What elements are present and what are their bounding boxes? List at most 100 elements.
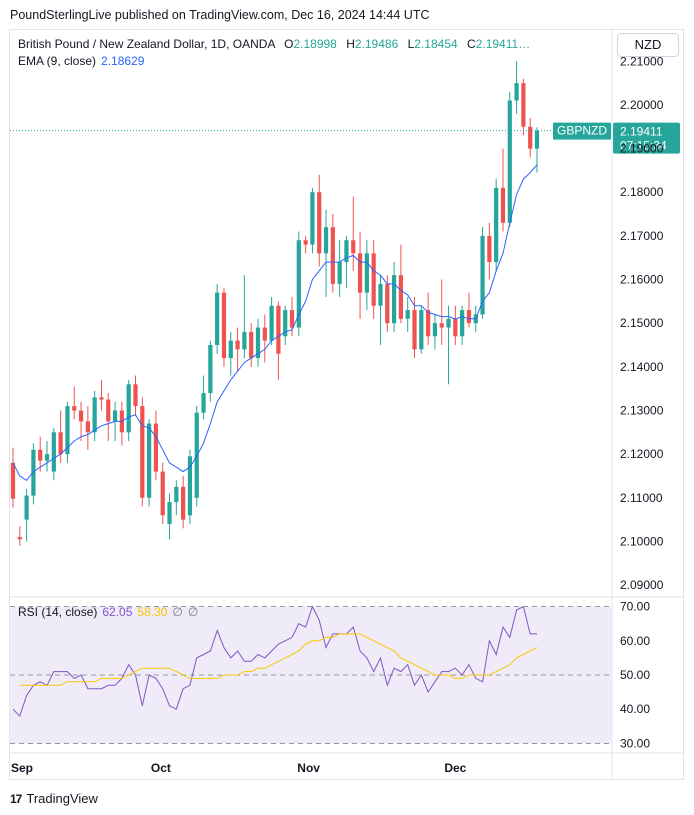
chart-frame — [9, 29, 684, 780]
ema-line — [12, 164, 538, 481]
rsi-ma-line — [19, 633, 538, 686]
candle-body — [364, 253, 369, 293]
candle-body — [405, 310, 410, 319]
candle-body — [160, 471, 165, 516]
price-tick-label: 2.18000 — [620, 185, 664, 199]
currency-button[interactable]: NZD — [617, 33, 679, 57]
candle-body — [146, 423, 152, 498]
candle-body — [174, 486, 179, 503]
price-legend: British Pound / New Zealand Dollar, 1D, … — [18, 36, 530, 70]
candle-body — [419, 310, 424, 350]
close-label: C — [467, 37, 476, 51]
candle-body — [92, 397, 97, 433]
candle-body — [269, 305, 274, 341]
ema-label: EMA (9, close) — [18, 54, 97, 68]
rsi-ma-value: 58.30 — [137, 605, 168, 619]
rsi-value: 62.05 — [102, 605, 133, 619]
tradingview-logo[interactable]: 17 TradingView — [10, 791, 98, 806]
candle-body — [432, 323, 438, 337]
candle-body — [466, 310, 472, 324]
candle-body — [153, 423, 159, 472]
open-label: O — [284, 37, 294, 51]
candle-body — [412, 310, 417, 350]
candle-body — [310, 192, 315, 245]
candle-body — [31, 449, 36, 496]
candle-body — [235, 340, 240, 350]
candle-body — [126, 384, 131, 433]
rsi-tick-label: 60.00 — [620, 634, 650, 648]
candle-body — [187, 456, 193, 516]
tradingview-icon: 17 — [10, 791, 22, 806]
symbol-title: British Pound / New Zealand Dollar, 1D, … — [18, 37, 275, 51]
high-label: H — [346, 37, 355, 51]
candle-body — [72, 406, 77, 411]
candle-body — [303, 240, 308, 245]
candle-body — [371, 253, 376, 306]
price-tick-label: 2.21000 — [620, 54, 664, 68]
symbol-tag-label: GBPNZD — [557, 124, 607, 138]
close-value: 2.19411… — [475, 37, 531, 51]
candle-body — [255, 327, 261, 359]
candle-body — [208, 345, 213, 394]
rsi-tick-label: 70.00 — [620, 600, 650, 614]
time-tick-label: Sep — [11, 761, 33, 775]
rsi-tick-label: 40.00 — [620, 702, 650, 716]
candle-body — [283, 310, 288, 337]
time-tick-label: Nov — [297, 761, 320, 775]
rsi-na-2: ∅ — [187, 605, 199, 619]
candle-body — [106, 399, 111, 422]
low-label: L — [407, 37, 415, 51]
candle-body — [385, 283, 390, 324]
price-tick-label: 2.14000 — [620, 360, 664, 374]
price-tick-label: 2.09000 — [620, 578, 664, 592]
candle-body — [344, 240, 349, 263]
candle-body — [181, 486, 186, 520]
candle-body — [446, 318, 451, 328]
price-tick-label: 2.16000 — [620, 273, 664, 287]
candle-body — [17, 537, 22, 540]
candle-body — [460, 310, 465, 337]
candle-body — [85, 421, 90, 433]
candle-body — [24, 495, 29, 520]
price-tick-label: 2.15000 — [620, 316, 664, 330]
symbol-tag — [553, 122, 611, 140]
candle-body — [58, 432, 63, 455]
rsi-legend: RSI (14, close) 62.05 58.30 ∅ ∅ — [18, 605, 198, 619]
candle-body — [357, 253, 363, 293]
candle-body — [514, 83, 519, 101]
open-value: 2.18998 — [293, 37, 337, 51]
candle-body — [10, 462, 16, 499]
candle-body — [44, 454, 50, 461]
price-tick-label: 2.17000 — [620, 229, 664, 243]
candle-body — [221, 292, 227, 359]
price-tick-label: 2.10000 — [620, 534, 664, 548]
countdown-value: 07:15:34 — [620, 139, 667, 153]
price-tick-label: 2.20000 — [620, 98, 664, 112]
candle-body — [276, 305, 281, 354]
candle-body — [500, 187, 506, 223]
rsi-tick-label: 30.00 — [620, 736, 650, 750]
candle-body — [337, 262, 342, 284]
high-value: 2.19486 — [354, 37, 399, 51]
candle-body — [528, 126, 533, 149]
candle-body — [391, 275, 397, 324]
candle-body — [480, 235, 485, 315]
candle-body — [439, 323, 444, 328]
low-value: 2.18454 — [414, 37, 458, 51]
ema-value: 2.18629 — [101, 54, 145, 68]
brand-label: TradingView — [26, 791, 98, 806]
price-tick-label: 2.11000 — [620, 491, 663, 505]
rsi-tick-label: 50.00 — [620, 668, 650, 682]
candle-body — [78, 410, 84, 422]
candle-body — [133, 384, 138, 407]
candle-body — [487, 235, 492, 263]
last-price-value: 2.19411 — [620, 125, 663, 139]
candle-body — [262, 327, 267, 341]
rsi-label: RSI (14, close) — [18, 605, 98, 619]
price-tick-label: 2.19000 — [620, 142, 664, 156]
candle-body — [201, 393, 206, 413]
candle-body — [534, 130, 540, 149]
candle-body — [453, 318, 458, 337]
candle-body — [323, 227, 329, 254]
